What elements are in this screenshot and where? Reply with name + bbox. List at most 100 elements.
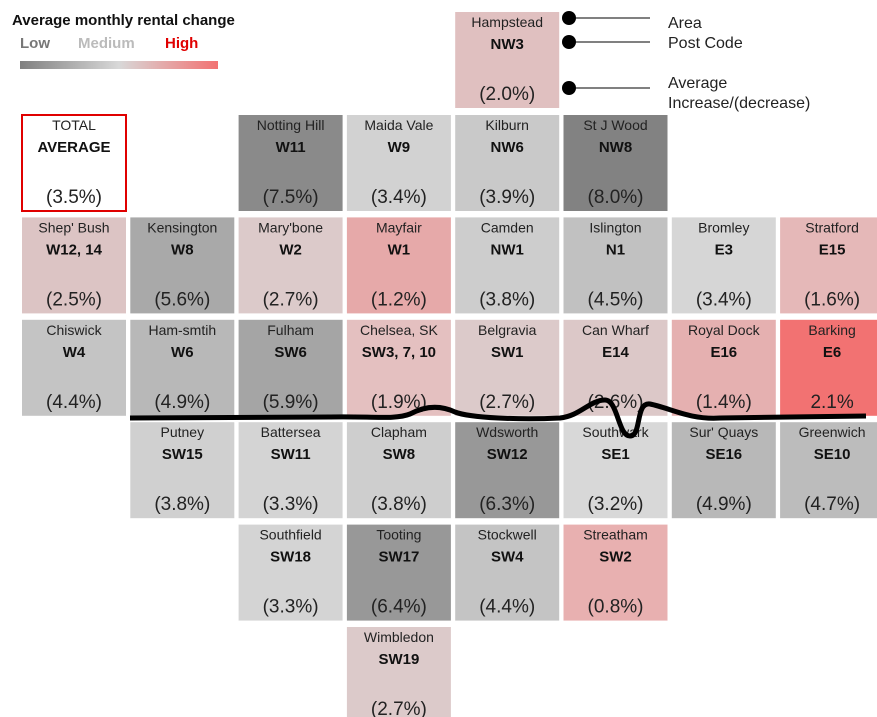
- tile-postcode: W9: [388, 139, 411, 156]
- tile-postcode: SW15: [162, 446, 203, 463]
- tile-area: Streatham: [583, 527, 648, 543]
- tile-postcode: W6: [171, 344, 194, 361]
- tile-change: (2.7%): [479, 392, 535, 413]
- tile-postcode: W11: [276, 139, 306, 156]
- tile: Islington N1 (4.5%): [563, 217, 668, 314]
- tile-postcode: NW8: [599, 139, 632, 156]
- tile-postcode: SW4: [491, 549, 524, 566]
- tile-postcode: SW1: [491, 344, 524, 361]
- tile-area: Islington: [589, 219, 641, 235]
- tile-change: (2.0%): [479, 84, 535, 105]
- tile-background: [455, 217, 560, 314]
- tile-area: Chelsea, SK: [360, 322, 438, 338]
- tile-postcode: E14: [602, 344, 629, 361]
- tile-postcode: SW17: [378, 549, 419, 566]
- tile-change: (6.3%): [479, 494, 535, 515]
- tile-change: (2.6%): [588, 392, 644, 413]
- tile: Southfield SW18 (3.3%): [238, 524, 343, 621]
- tile: Notting Hill W11 (7.5%): [238, 115, 343, 211]
- tile-change: (4.9%): [154, 392, 210, 413]
- legend-medium: Medium: [78, 35, 135, 52]
- key-average: Increase/(decrease): [668, 95, 810, 112]
- tile: Wdsworth SW12 (6.3%): [455, 422, 560, 519]
- tile-change: (4.7%): [804, 494, 860, 515]
- tile-postcode: SW6: [274, 344, 307, 361]
- tile-change: (1.4%): [696, 392, 752, 413]
- tile-change: (3.8%): [371, 494, 427, 515]
- tile-background: [130, 217, 235, 314]
- tile-change: (7.5%): [263, 187, 319, 208]
- tile-change: (4.5%): [588, 289, 644, 310]
- tile-postcode: SW2: [599, 549, 632, 566]
- tile-area: Wdsworth: [476, 424, 538, 440]
- tile-background: [346, 319, 451, 416]
- tile-area: Kilburn: [485, 117, 529, 133]
- tile: Streatham SW2 (0.8%): [563, 524, 668, 621]
- tile-change: (2.7%): [263, 289, 319, 310]
- tile-area: Can Wharf: [582, 322, 649, 338]
- tile-postcode: N1: [606, 241, 625, 258]
- key-area: Area: [668, 15, 702, 32]
- tile-change: (3.2%): [588, 494, 644, 515]
- tile-postcode: E16: [710, 344, 737, 361]
- tile-postcode: W4: [63, 344, 86, 361]
- tile: Shep' Bush W12, 14 (2.5%): [22, 217, 126, 314]
- tile-background: [780, 217, 877, 314]
- tile-area: Mary'bone: [258, 219, 323, 235]
- tile-change: (4.4%): [479, 597, 535, 618]
- tile-area: Bromley: [698, 219, 749, 235]
- tile-postcode: SW8: [383, 446, 416, 463]
- tile-change: (2.7%): [371, 699, 427, 717]
- tile-change: (5.9%): [263, 392, 319, 413]
- tile-postcode: W1: [388, 241, 411, 258]
- tile-postcode: W12, 14: [46, 241, 103, 258]
- tile-area: Fulham: [267, 322, 314, 338]
- tile-change: (3.8%): [154, 494, 210, 515]
- tile-area: Clapham: [371, 424, 427, 440]
- tile-change: (1.9%): [371, 392, 427, 413]
- tile-background: [780, 319, 877, 416]
- tile-change: (3.3%): [263, 597, 319, 618]
- tile-postcode: SW3, 7, 10: [362, 344, 436, 361]
- tile-area: Southfield: [259, 527, 321, 543]
- tile-change: (4.9%): [696, 494, 752, 515]
- tile: Royal Dock E16 (1.4%): [671, 319, 776, 416]
- tile-background: [238, 217, 343, 314]
- tile: TOTAL AVERAGE (3.5%): [21, 114, 127, 212]
- tile: Clapham SW8 (3.8%): [346, 422, 451, 519]
- tile-background: [455, 12, 560, 108]
- tile-area: Tooting: [376, 527, 421, 543]
- tile-area: Camden: [481, 219, 534, 235]
- tile: Mayfair W1 (1.2%): [346, 217, 451, 314]
- tile-change: (4.4%): [46, 392, 102, 413]
- tile-area: Shep' Bush: [38, 219, 109, 235]
- legend-gradient: [20, 61, 218, 69]
- key: Area Post Code Average Increase/(decreas…: [562, 11, 810, 112]
- tile-background: [455, 115, 560, 211]
- tile-background: [671, 422, 776, 519]
- tile-background: [238, 115, 343, 211]
- tile-change: (3.4%): [696, 289, 752, 310]
- tile-postcode: E3: [715, 241, 733, 258]
- tile: Camden NW1 (3.8%): [455, 217, 560, 314]
- tile: Battersea SW11 (3.3%): [238, 422, 343, 519]
- key-average: Average: [668, 75, 727, 92]
- tile-area: Putney: [161, 424, 205, 440]
- tile-area: Greenwich: [799, 424, 866, 440]
- tile-background: [563, 115, 668, 211]
- tile-background: [455, 319, 560, 416]
- tile-area: Chiswick: [46, 322, 102, 338]
- key-postcode: Post Code: [668, 35, 743, 52]
- tile: Stratford E15 (1.6%): [780, 217, 877, 314]
- tile-background: [671, 217, 776, 314]
- tile: Kilburn NW6 (3.9%): [455, 115, 560, 211]
- tile-postcode: SW18: [270, 549, 311, 566]
- tile-background: [238, 319, 343, 416]
- tile: Chiswick W4 (4.4%): [22, 319, 126, 416]
- tile-background: [346, 524, 451, 621]
- tile-area: Belgravia: [478, 322, 537, 338]
- tile-background: [346, 115, 451, 211]
- tile: Ham-smtih W6 (4.9%): [130, 319, 235, 416]
